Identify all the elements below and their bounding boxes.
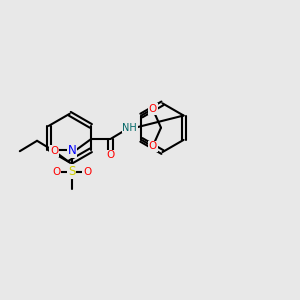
Text: O: O: [148, 104, 157, 114]
Text: O: O: [50, 146, 58, 156]
Text: S: S: [68, 165, 76, 178]
Text: O: O: [83, 167, 92, 177]
Text: N: N: [68, 144, 76, 157]
Text: NH: NH: [122, 123, 137, 133]
Text: O: O: [52, 167, 61, 177]
Text: O: O: [148, 141, 157, 152]
Text: O: O: [106, 150, 115, 160]
